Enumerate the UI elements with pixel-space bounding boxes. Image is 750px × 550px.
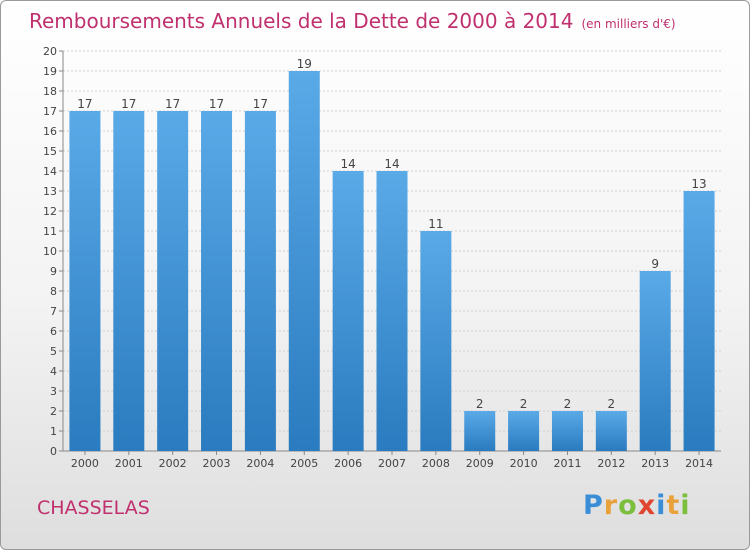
logo-letter: r bbox=[603, 490, 619, 521]
bar-value-label: 2 bbox=[608, 397, 616, 411]
logo-letter: i bbox=[680, 490, 691, 521]
bar bbox=[595, 411, 627, 451]
x-tick-label: 2007 bbox=[378, 457, 406, 470]
y-tick-label: 11 bbox=[43, 225, 57, 238]
bar-value-label: 2 bbox=[476, 397, 484, 411]
bar bbox=[332, 171, 364, 451]
y-tick-label: 18 bbox=[43, 85, 57, 98]
bar bbox=[551, 411, 583, 451]
bar bbox=[376, 171, 408, 451]
bar-value-label: 2 bbox=[564, 397, 572, 411]
chart-unit: (en milliers d'€) bbox=[581, 17, 676, 31]
x-tick-label: 2001 bbox=[115, 457, 143, 470]
bar bbox=[508, 411, 540, 451]
y-tick-label: 12 bbox=[43, 205, 57, 218]
y-tick-label: 1 bbox=[50, 425, 57, 438]
y-tick-label: 5 bbox=[50, 345, 57, 358]
bar-value-label: 9 bbox=[651, 257, 659, 271]
bar-value-label: 17 bbox=[121, 97, 136, 111]
bar bbox=[288, 71, 320, 451]
y-tick-label: 3 bbox=[50, 385, 57, 398]
logo-letter: o bbox=[618, 490, 638, 521]
x-tick-label: 2005 bbox=[290, 457, 318, 470]
y-tick-label: 10 bbox=[43, 245, 57, 258]
x-tick-label: 2014 bbox=[685, 457, 713, 470]
label-layer: 17 17 17 17 17 19 14 14 11 2 2 2 2 9 13 bbox=[77, 57, 706, 411]
y-tick-label: 14 bbox=[43, 165, 57, 178]
bar-value-label: 17 bbox=[253, 97, 268, 111]
x-tick-label: 2008 bbox=[422, 457, 450, 470]
bar-value-label: 11 bbox=[428, 217, 443, 231]
y-tick-label: 17 bbox=[43, 105, 57, 118]
y-tick-label: 20 bbox=[43, 45, 57, 58]
chart-title-text: Remboursements Annuels de la Dette de 20… bbox=[29, 9, 574, 33]
bar-value-label: 17 bbox=[209, 97, 224, 111]
y-tick-label: 16 bbox=[43, 125, 57, 138]
y-tick-label: 9 bbox=[50, 265, 57, 278]
logo-letter: t bbox=[666, 490, 681, 521]
y-tick-label: 19 bbox=[43, 65, 57, 78]
x-tick-label: 2006 bbox=[334, 457, 362, 470]
bar-value-label: 13 bbox=[691, 177, 706, 191]
y-tick-label: 7 bbox=[50, 305, 57, 318]
x-tick-label: 2004 bbox=[246, 457, 274, 470]
bar bbox=[683, 191, 715, 451]
x-tick-label: 2010 bbox=[510, 457, 538, 470]
y-tick-label: 8 bbox=[50, 285, 57, 298]
bar-value-label: 17 bbox=[165, 97, 180, 111]
y-tick-label: 6 bbox=[50, 325, 57, 338]
bar bbox=[157, 111, 189, 451]
bar-value-label: 19 bbox=[297, 57, 312, 71]
y-tick-label: 2 bbox=[50, 405, 57, 418]
bar-value-label: 2 bbox=[520, 397, 528, 411]
logo-letter: i bbox=[656, 490, 667, 521]
bar bbox=[113, 111, 145, 451]
bar-layer bbox=[69, 71, 715, 451]
chart-title: Remboursements Annuels de la Dette de 20… bbox=[29, 9, 676, 33]
bar bbox=[201, 111, 233, 451]
y-tick-label: 13 bbox=[43, 185, 57, 198]
y-tick-label: 15 bbox=[43, 145, 57, 158]
commune-name: CHASSELAS bbox=[37, 497, 150, 519]
x-tick-label: 2002 bbox=[159, 457, 187, 470]
bar bbox=[464, 411, 496, 451]
bar bbox=[420, 231, 452, 451]
bar-value-label: 17 bbox=[77, 97, 92, 111]
y-tick-label: 4 bbox=[50, 365, 57, 378]
x-tick-label: 2000 bbox=[71, 457, 99, 470]
x-tick-label: 2003 bbox=[203, 457, 231, 470]
proxiti-logo[interactable]: Proxiti bbox=[583, 490, 691, 521]
bar-value-label: 14 bbox=[384, 157, 399, 171]
y-tick-label: 0 bbox=[50, 445, 57, 458]
logo-letter: P bbox=[583, 490, 604, 521]
x-tick-label: 2011 bbox=[553, 457, 581, 470]
logo-letter: x bbox=[637, 490, 657, 521]
bar bbox=[244, 111, 276, 451]
bar-value-label: 14 bbox=[340, 157, 355, 171]
bar bbox=[639, 271, 671, 451]
x-tick-label: 2009 bbox=[466, 457, 494, 470]
x-tick-label: 2013 bbox=[641, 457, 669, 470]
x-tick-label: 2012 bbox=[597, 457, 625, 470]
bar bbox=[69, 111, 101, 451]
